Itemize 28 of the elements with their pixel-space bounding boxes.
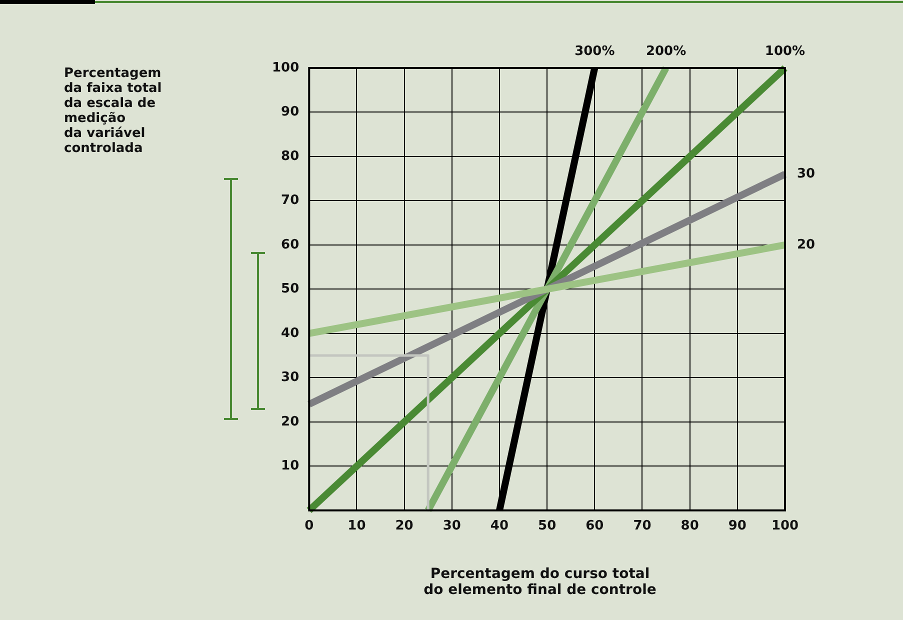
x-tick-label: 50 (538, 518, 556, 534)
x-tick-label: 90 (728, 518, 746, 534)
y-tick-label: 20 (281, 414, 300, 430)
y-tick-label: 60 (281, 237, 300, 252)
y-tick-label: 30 (281, 370, 300, 386)
series-label: 30 (797, 166, 816, 182)
x-tick-label: 100 (771, 518, 799, 534)
text: Percentagem da faixa total da escala de medição da variável controlada (64, 66, 163, 156)
y-tick-label: 100 (272, 60, 300, 76)
x-tick-label: 10 (348, 518, 366, 534)
y-tick-label: 80 (281, 148, 300, 164)
y-tick-label: 50 (281, 282, 300, 297)
x-tick-label: 70 (633, 518, 652, 534)
y-tick-label: 70 (281, 193, 300, 208)
series-label: 20 (797, 237, 816, 252)
x-tick-label: 80 (680, 518, 699, 534)
series-label: 100% (764, 44, 806, 59)
y-tick-label: 90 (281, 104, 300, 120)
y-tick-label: 10 (281, 458, 300, 474)
x-tick-label: 30 (442, 518, 461, 534)
y-tick-label: 40 (281, 326, 300, 341)
x-tick-label: 0 (304, 518, 314, 534)
x-tick-label: 20 (395, 518, 414, 534)
x-tick-label: 40 (490, 518, 509, 534)
x-axis-title: Percentagem do curso total do elemento final de controle (422, 566, 658, 598)
x-tick-label: 60 (586, 518, 604, 534)
series-label: 200% (646, 44, 686, 59)
series-label: 300% (574, 44, 615, 59)
